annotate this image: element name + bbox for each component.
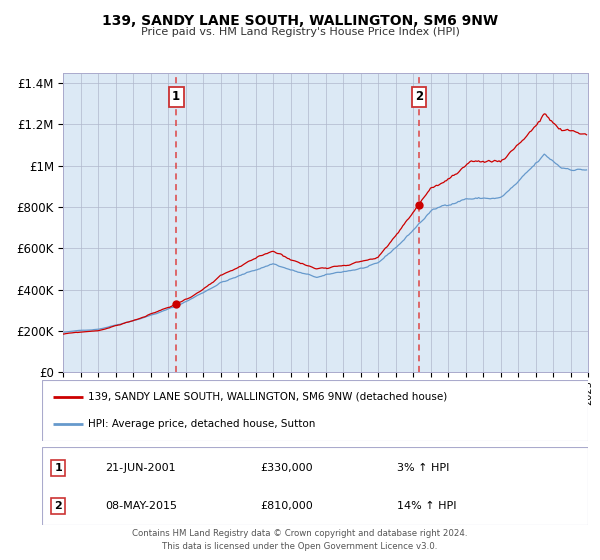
Text: 139, SANDY LANE SOUTH, WALLINGTON, SM6 9NW (detached house): 139, SANDY LANE SOUTH, WALLINGTON, SM6 9… — [88, 391, 448, 402]
Text: 1: 1 — [172, 90, 180, 103]
Text: 08-MAY-2015: 08-MAY-2015 — [105, 501, 177, 511]
Text: 1: 1 — [55, 463, 62, 473]
Text: HPI: Average price, detached house, Sutton: HPI: Average price, detached house, Sutt… — [88, 419, 316, 430]
Text: 21-JUN-2001: 21-JUN-2001 — [105, 463, 175, 473]
Text: £810,000: £810,000 — [260, 501, 313, 511]
Text: 14% ↑ HPI: 14% ↑ HPI — [397, 501, 457, 511]
Text: This data is licensed under the Open Government Licence v3.0.: This data is licensed under the Open Gov… — [163, 542, 437, 550]
Text: £330,000: £330,000 — [260, 463, 313, 473]
Text: 139, SANDY LANE SOUTH, WALLINGTON, SM6 9NW: 139, SANDY LANE SOUTH, WALLINGTON, SM6 9… — [102, 14, 498, 28]
Text: 2: 2 — [415, 90, 423, 103]
Text: 2: 2 — [55, 501, 62, 511]
Text: 3% ↑ HPI: 3% ↑ HPI — [397, 463, 449, 473]
Text: Contains HM Land Registry data © Crown copyright and database right 2024.: Contains HM Land Registry data © Crown c… — [132, 529, 468, 538]
Text: Price paid vs. HM Land Registry's House Price Index (HPI): Price paid vs. HM Land Registry's House … — [140, 27, 460, 37]
